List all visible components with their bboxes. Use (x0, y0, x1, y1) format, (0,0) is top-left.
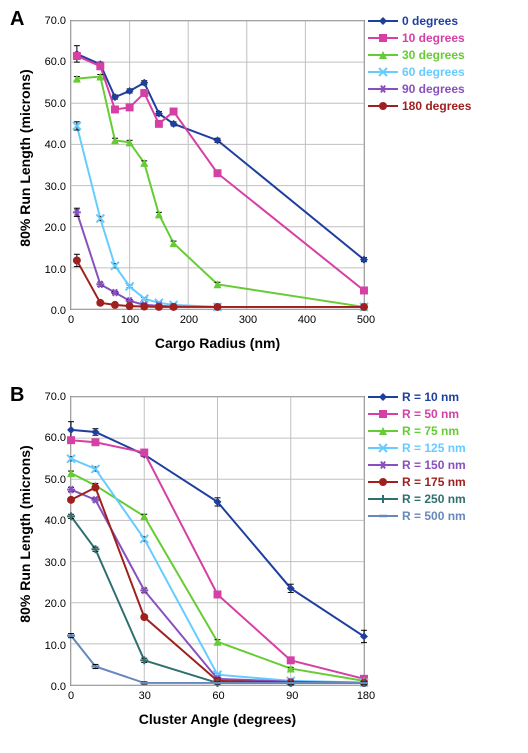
legend-item: 180 degrees (368, 99, 522, 113)
y-tick-label: 60.0 (31, 56, 71, 68)
x-tick-label: 60 (199, 685, 239, 702)
legend-a: 0 degrees 10 degrees 30 degrees 60 degrees 9… (368, 14, 522, 116)
legend-item: R = 125 nm (368, 441, 522, 455)
legend-item: 90 degrees (368, 82, 522, 96)
legend-item: 60 degrees (368, 65, 522, 79)
legend-item: R = 500 nm (368, 509, 522, 523)
legend-item: 30 degrees (368, 48, 522, 62)
plot-a: 0.010.020.030.040.050.060.070.0010020030… (70, 20, 365, 310)
legend-label: 30 degrees (402, 48, 465, 62)
x-tick-label: 400 (287, 309, 327, 326)
x-tick-label: 300 (228, 309, 268, 326)
y-tick-label: 30.0 (31, 557, 71, 569)
legend-label: 60 degrees (402, 65, 465, 79)
legend-label: R = 50 nm (402, 407, 459, 421)
legend-label: 180 degrees (402, 99, 471, 113)
legend-item: R = 75 nm (368, 424, 522, 438)
chart-b-xlabel: Cluster Angle (degrees) (70, 711, 365, 727)
legend-label: R = 75 nm (402, 424, 459, 438)
legend-item: 10 degrees (368, 31, 522, 45)
y-tick-label: 50.0 (31, 98, 71, 110)
legend-label: 10 degrees (402, 31, 465, 45)
y-tick-label: 10.0 (31, 640, 71, 652)
x-tick-label: 500 (346, 309, 386, 326)
x-tick-label: 30 (125, 685, 165, 702)
legend-item: R = 10 nm (368, 390, 522, 404)
y-tick-label: 30.0 (31, 181, 71, 193)
y-tick-label: 40.0 (31, 515, 71, 527)
legend-item: R = 50 nm (368, 407, 522, 421)
legend-label: R = 250 nm (402, 492, 466, 506)
legend-label: R = 500 nm (402, 509, 466, 523)
legend-label: R = 175 nm (402, 475, 466, 489)
chart-a-ylabel: 80% Run Length (microns) (17, 13, 33, 303)
legend-item: 0 degrees (368, 14, 522, 28)
y-tick-label: 50.0 (31, 474, 71, 486)
legend-label: R = 150 nm (402, 458, 466, 472)
x-tick-label: 0 (51, 309, 91, 326)
legend-label: 90 degrees (402, 82, 465, 96)
y-tick-label: 20.0 (31, 222, 71, 234)
x-tick-label: 180 (346, 685, 386, 702)
legend-b: R = 10 nm R = 50 nm R = 75 nm R = 125 nm R =… (368, 390, 522, 526)
plot-b: 0.010.020.030.040.050.060.070.0030609018… (70, 396, 365, 686)
legend-item: R = 150 nm (368, 458, 522, 472)
y-tick-label: 70.0 (31, 15, 71, 27)
y-tick-label: 40.0 (31, 139, 71, 151)
panel-a: A 0.010.020.030.040.050.060.070.00100200… (0, 0, 528, 376)
legend-item: R = 175 nm (368, 475, 522, 489)
y-tick-label: 10.0 (31, 264, 71, 276)
legend-label: R = 10 nm (402, 390, 459, 404)
chart-b-ylabel: 80% Run Length (microns) (17, 389, 33, 679)
panel-b: B 0.010.020.030.040.050.060.070.00306090… (0, 376, 528, 753)
legend-label: 0 degrees (402, 14, 458, 28)
chart-a-xlabel: Cargo Radius (nm) (70, 335, 365, 351)
legend-label: R = 125 nm (402, 441, 466, 455)
chart-b-svg (71, 397, 364, 685)
x-tick-label: 200 (169, 309, 209, 326)
x-tick-label: 90 (272, 685, 312, 702)
y-tick-label: 60.0 (31, 432, 71, 444)
x-tick-label: 100 (110, 309, 150, 326)
y-tick-label: 20.0 (31, 598, 71, 610)
legend-item: R = 250 nm (368, 492, 522, 506)
x-tick-label: 0 (51, 685, 91, 702)
chart-a-svg (71, 21, 364, 309)
y-tick-label: 70.0 (31, 391, 71, 403)
